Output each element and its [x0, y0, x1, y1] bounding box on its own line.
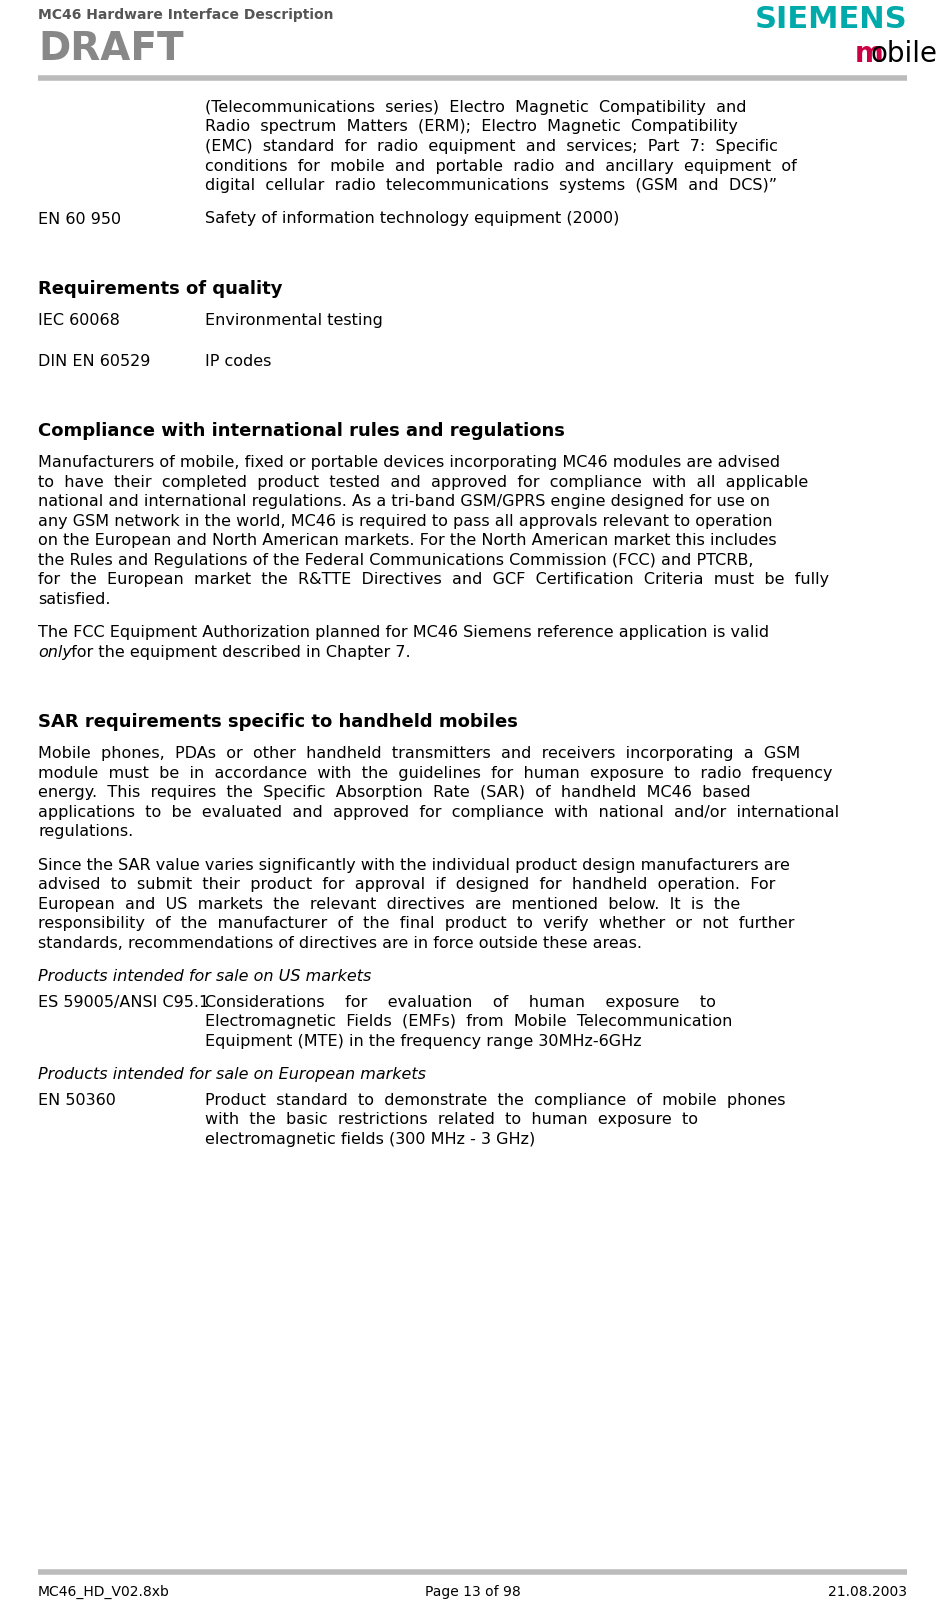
Text: obile: obile: [870, 40, 937, 68]
Text: Compliance with international rules and regulations: Compliance with international rules and …: [38, 422, 565, 440]
Text: EN 50360: EN 50360: [38, 1092, 116, 1107]
Text: on the European and North American markets. For the North American market this i: on the European and North American marke…: [38, 533, 776, 548]
Text: module  must  be  in  accordance  with  the  guidelines  for  human  exposure  t: module must be in accordance with the gu…: [38, 766, 832, 781]
Text: Mobile  phones,  PDAs  or  other  handheld  transmitters  and  receivers  incorp: Mobile phones, PDAs or other handheld tr…: [38, 747, 800, 761]
Text: conditions  for  mobile  and  portable  radio  and  ancillary  equipment  of: conditions for mobile and portable radio…: [205, 158, 796, 173]
Text: only: only: [38, 645, 72, 659]
Text: MC46 Hardware Interface Description: MC46 Hardware Interface Description: [38, 8, 333, 23]
Text: regulations.: regulations.: [38, 824, 133, 839]
Text: for  the  European  market  the  R&TTE  Directives  and  GCF  Certification  Cri: for the European market the R&TTE Direct…: [38, 572, 828, 587]
Text: any GSM network in the world, MC46 is required to pass all approvals relevant to: any GSM network in the world, MC46 is re…: [38, 514, 771, 528]
Text: EN 60 950: EN 60 950: [38, 212, 121, 226]
Text: advised  to  submit  their  product  for  approval  if  designed  for  handheld : advised to submit their product for appr…: [38, 877, 775, 892]
Text: DRAFT: DRAFT: [38, 31, 183, 68]
Text: Product  standard  to  demonstrate  the  compliance  of  mobile  phones: Product standard to demonstrate the comp…: [205, 1092, 784, 1107]
Text: Products intended for sale on European markets: Products intended for sale on European m…: [38, 1067, 426, 1083]
Text: European  and  US  markets  the  relevant  directives  are  mentioned  below.  I: European and US markets the relevant dir…: [38, 897, 739, 911]
Text: for the equipment described in Chapter 7.: for the equipment described in Chapter 7…: [66, 645, 411, 659]
Text: to  have  their  completed  product  tested  and  approved  for  compliance  wit: to have their completed product tested a…: [38, 475, 807, 490]
Text: DIN EN 60529: DIN EN 60529: [38, 354, 150, 368]
Text: (EMC)  standard  for  radio  equipment  and  services;  Part  7:  Specific: (EMC) standard for radio equipment and s…: [205, 139, 777, 154]
Text: digital  cellular  radio  telecommunications  systems  (GSM  and  DCS)”: digital cellular radio telecommunication…: [205, 178, 776, 192]
Text: responsibility  of  the  manufacturer  of  the  final  product  to  verify  whet: responsibility of the manufacturer of th…: [38, 916, 794, 931]
Text: standards, recommendations of directives are in force outside these areas.: standards, recommendations of directives…: [38, 936, 641, 950]
Text: 21.08.2003: 21.08.2003: [827, 1585, 906, 1598]
Text: IEC 60068: IEC 60068: [38, 314, 120, 328]
Text: Equipment (MTE) in the frequency range 30MHz-6GHz: Equipment (MTE) in the frequency range 3…: [205, 1034, 641, 1049]
Text: applications  to  be  evaluated  and  approved  for  compliance  with  national : applications to be evaluated and approve…: [38, 805, 838, 819]
Text: IP codes: IP codes: [205, 354, 271, 368]
Text: electromagnetic fields (300 MHz - 3 GHz): electromagnetic fields (300 MHz - 3 GHz): [205, 1131, 534, 1147]
Text: satisfied.: satisfied.: [38, 591, 110, 606]
Text: Since the SAR value varies significantly with the individual product design manu: Since the SAR value varies significantly…: [38, 858, 789, 873]
Text: SIEMENS: SIEMENS: [753, 5, 906, 34]
Text: (Telecommunications  series)  Electro  Magnetic  Compatibility  and: (Telecommunications series) Electro Magn…: [205, 100, 746, 115]
Text: national and international regulations. As a tri-band GSM/GPRS engine designed f: national and international regulations. …: [38, 494, 769, 509]
Text: energy.  This  requires  the  Specific  Absorption  Rate  (SAR)  of  handheld  M: energy. This requires the Specific Absor…: [38, 785, 750, 800]
Text: the Rules and Regulations of the Federal Communications Commission (FCC) and PTC: the Rules and Regulations of the Federal…: [38, 553, 752, 567]
Text: Page 13 of 98: Page 13 of 98: [424, 1585, 520, 1598]
Text: Manufacturers of mobile, fixed or portable devices incorporating MC46 modules ar: Manufacturers of mobile, fixed or portab…: [38, 456, 780, 470]
Text: Radio  spectrum  Matters  (ERM);  Electro  Magnetic  Compatibility: Radio spectrum Matters (ERM); Electro Ma…: [205, 120, 737, 134]
Text: Electromagnetic  Fields  (EMFs)  from  Mobile  Telecommunication: Electromagnetic Fields (EMFs) from Mobil…: [205, 1015, 732, 1029]
Text: ES 59005/ANSI C95.1: ES 59005/ANSI C95.1: [38, 995, 209, 1010]
Text: m: m: [854, 40, 883, 68]
Text: Considerations    for    evaluation    of    human    exposure    to: Considerations for evaluation of human e…: [205, 995, 716, 1010]
Text: The FCC Equipment Authorization planned for MC46 Siemens reference application i: The FCC Equipment Authorization planned …: [38, 625, 768, 640]
Text: Requirements of quality: Requirements of quality: [38, 280, 282, 297]
Text: Products intended for sale on US markets: Products intended for sale on US markets: [38, 970, 371, 984]
Text: with  the  basic  restrictions  related  to  human  exposure  to: with the basic restrictions related to h…: [205, 1112, 698, 1126]
Text: Safety of information technology equipment (2000): Safety of information technology equipme…: [205, 212, 618, 226]
Text: MC46_HD_V02.8xb: MC46_HD_V02.8xb: [38, 1585, 170, 1600]
Text: SAR requirements specific to handheld mobiles: SAR requirements specific to handheld mo…: [38, 713, 517, 732]
Text: Environmental testing: Environmental testing: [205, 314, 382, 328]
